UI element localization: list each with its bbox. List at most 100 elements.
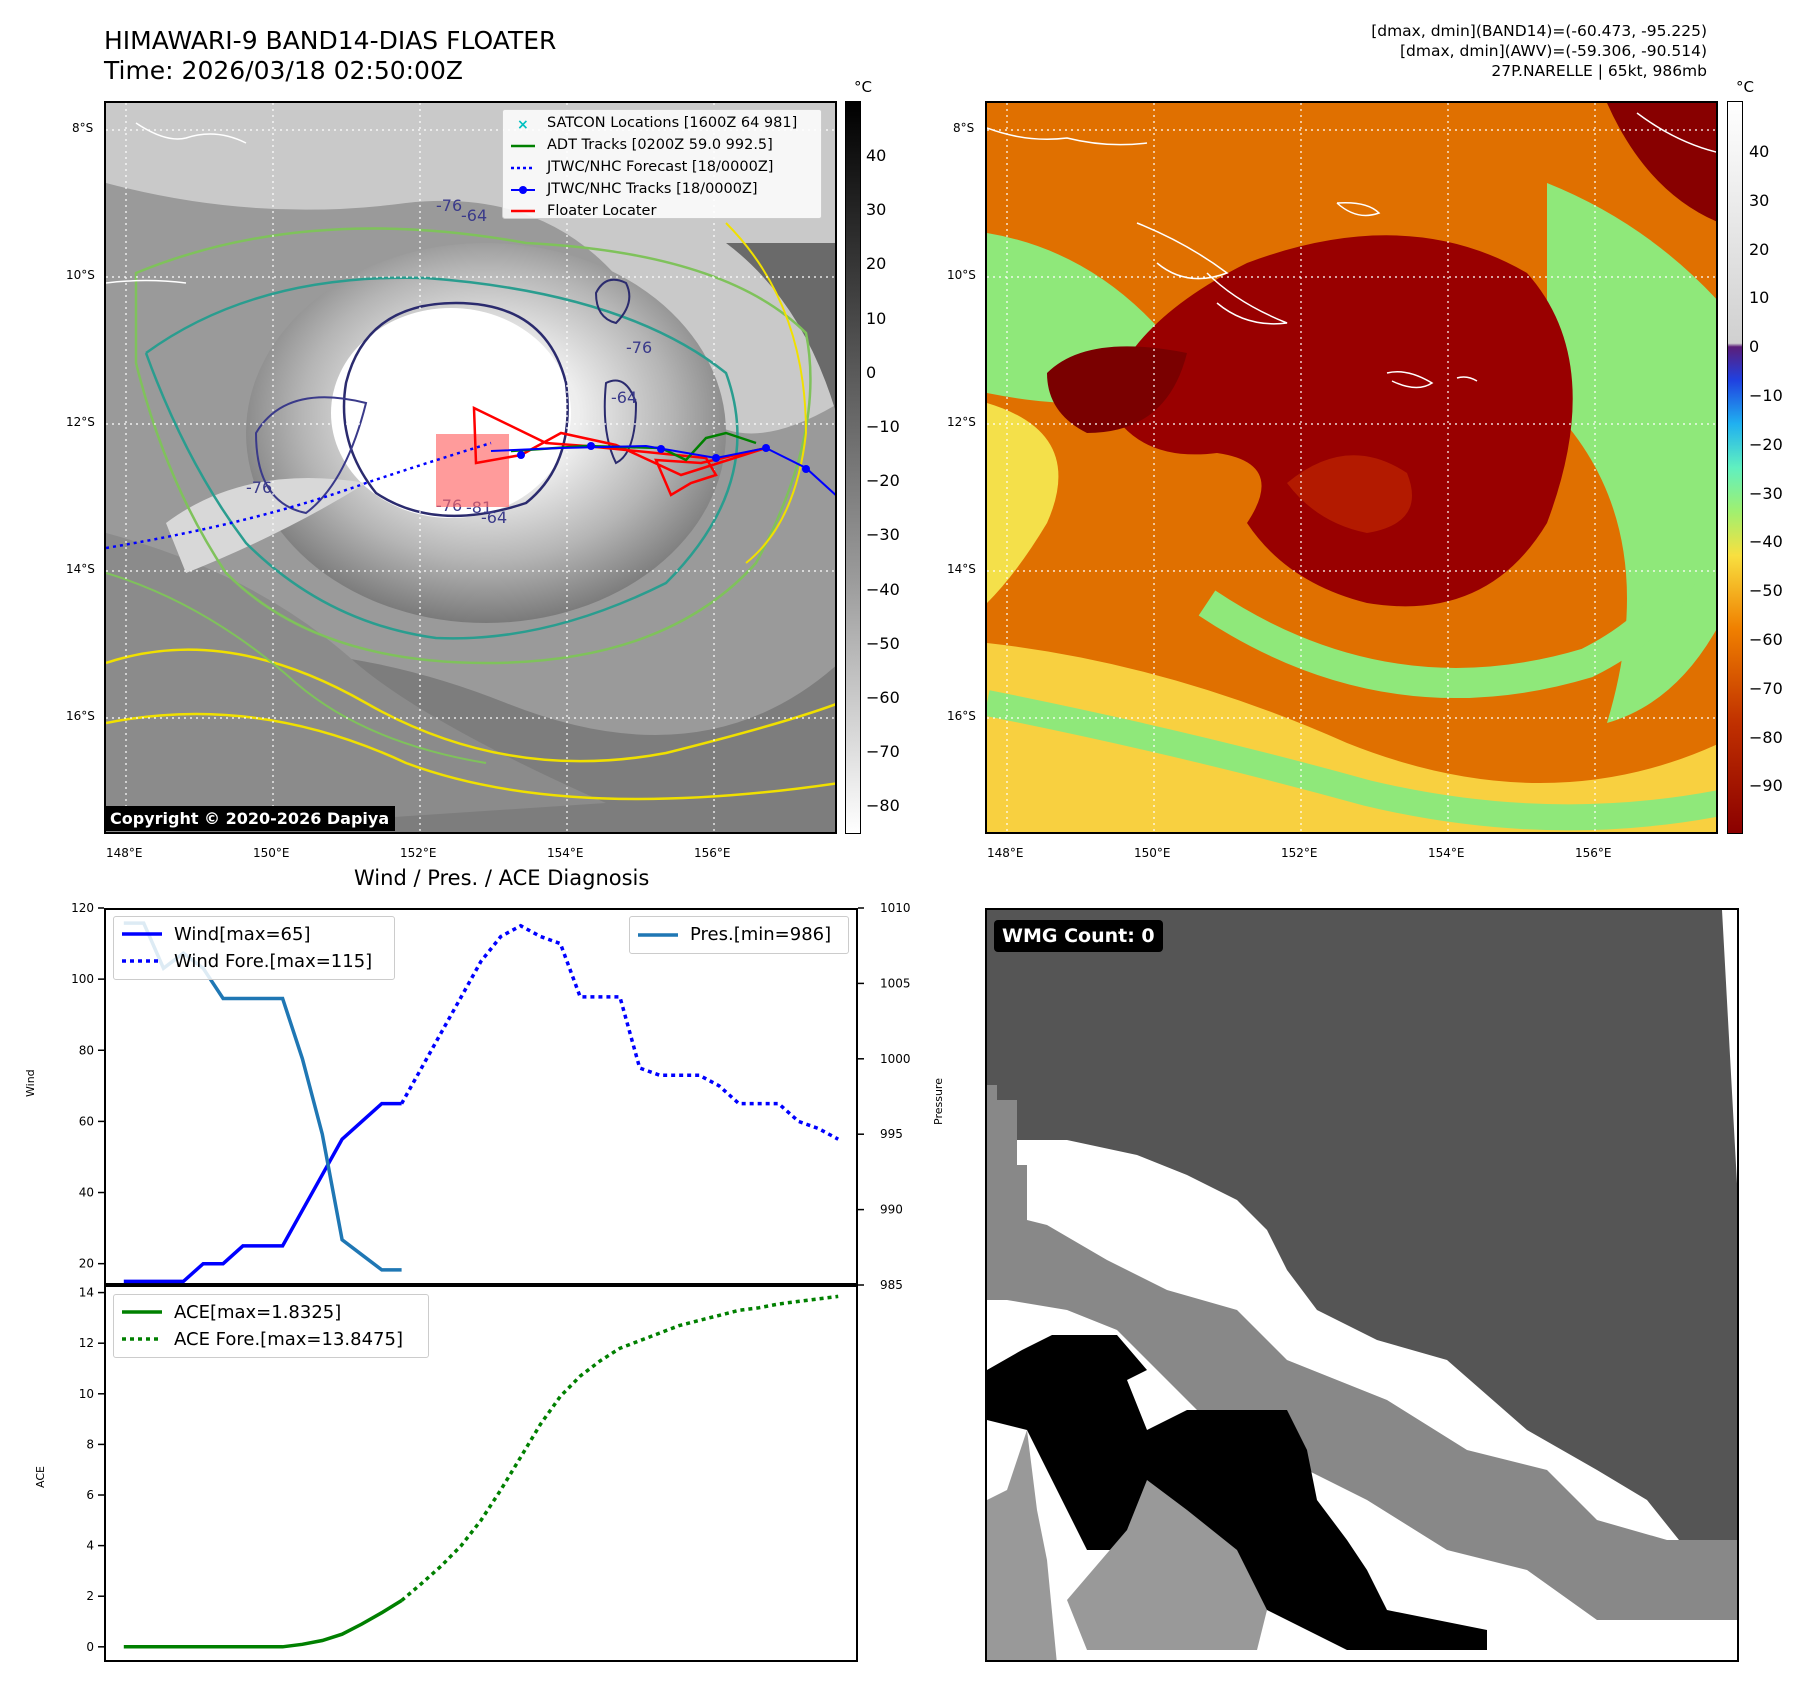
colorbar-tick-label: 30 xyxy=(866,200,887,220)
ace-chart: 0 2 4 6 8 10 12 14 xyxy=(79,1285,858,1662)
lat-label: 14°S xyxy=(947,562,976,576)
wmg-panel xyxy=(985,908,1739,1662)
colorbar-tick-label: −40 xyxy=(1749,532,1783,552)
legend-wind: Wind[max=65] xyxy=(174,924,311,945)
satcon-marker-icon: × xyxy=(517,117,529,133)
awv-map xyxy=(985,101,1718,834)
ace-legend: ACE[max=1.8325] ACE Fore.[max=13.8475] xyxy=(113,1294,429,1358)
colorbar-tick-label: 10 xyxy=(866,308,887,328)
map-legend: × SATCON Locations [1600Z 64 981] ADT Tr… xyxy=(502,109,822,219)
series-line xyxy=(400,1294,839,1602)
y-tick-label: 100 xyxy=(71,972,94,986)
colorbar-tick-label: 40 xyxy=(866,146,887,165)
lat-label: 14°S xyxy=(66,562,95,576)
y-tick-label: 80 xyxy=(79,1043,94,1057)
lon-label: 152°E xyxy=(400,846,437,860)
lat-label: 12°S xyxy=(947,415,976,429)
chart-frame xyxy=(104,908,858,1285)
colorbar-tick-label: −50 xyxy=(1749,581,1783,601)
legend-floater: Floater Locater xyxy=(547,203,657,219)
forecast-track xyxy=(106,441,492,550)
contour-label: -76 xyxy=(246,478,272,497)
contour-label: -64 xyxy=(461,206,487,225)
y-tick-label: 8 xyxy=(86,1437,94,1451)
wmg-count-badge: WMG Count: 0 xyxy=(994,920,1163,952)
y2-tick-label: 990 xyxy=(880,1203,903,1217)
stats-awv: [dmax, dmin](AWV)=(-59.306, -90.514) xyxy=(1400,42,1707,60)
band14-colorbar xyxy=(845,101,861,834)
lat-label: 10°S xyxy=(66,268,95,282)
colorbar-tick-label: −60 xyxy=(1749,630,1783,649)
series-line xyxy=(400,923,840,1141)
ace-axis-label: ACE xyxy=(34,1466,47,1488)
colorbar-tick-label: −60 xyxy=(866,688,900,707)
colorbar-unit: °C xyxy=(854,78,872,96)
y2-tick-label: 1005 xyxy=(880,976,911,990)
contour-label: -76 xyxy=(626,338,652,357)
lon-label: 152°E xyxy=(1281,846,1318,860)
y-tick-label: 0 xyxy=(86,1640,94,1654)
band14-map: -76 -81 -64 -76 -76 -64 -76 -64 × xyxy=(104,101,837,834)
lon-label: 154°E xyxy=(547,846,584,860)
pressure-legend: Pres.[min=986] xyxy=(629,916,849,954)
contour-label: -64 xyxy=(611,388,637,407)
colorbar-tick-label: 20 xyxy=(1749,239,1770,259)
y-tick-label: 120 xyxy=(71,901,94,915)
wmg-classification-map xyxy=(987,910,1737,1660)
colorbar-tick-label: 20 xyxy=(866,254,887,274)
legend-swatches: × xyxy=(511,117,535,213)
colorbar-tick-label: −50 xyxy=(866,633,900,653)
y-tick-label: 4 xyxy=(86,1539,94,1553)
legend-satcon: SATCON Locations [1600Z 64 981] xyxy=(547,115,798,131)
series-line xyxy=(123,1101,402,1284)
lat-label: 16°S xyxy=(947,709,976,723)
colorbar-tick-label: −10 xyxy=(866,417,900,436)
colorbar-tick-label: 0 xyxy=(1749,337,1760,357)
colorbar-tick-label: −80 xyxy=(866,796,900,816)
colorbar-tick-label: 0 xyxy=(866,362,877,382)
floater-locator xyxy=(472,405,767,497)
band14-imagery: -76 -81 -64 -76 -76 -64 -76 -64 xyxy=(106,103,835,832)
colorbar-tick-label: 10 xyxy=(1749,288,1770,308)
y2-tick-label: 1000 xyxy=(880,1052,911,1066)
legend-adt: ADT Tracks [0200Z 59.0 992.5] xyxy=(547,137,773,153)
lon-label: 150°E xyxy=(253,846,290,860)
wind-axis-label: Wind xyxy=(24,1069,37,1097)
chart-frame xyxy=(104,1285,858,1662)
colorbar-unit: °C xyxy=(1736,78,1754,96)
series-line xyxy=(123,1599,403,1649)
diagnosis-title: Wind / Pres. / ACE Diagnosis xyxy=(354,866,650,890)
colorbar-tick-label: −20 xyxy=(1749,434,1783,454)
lat-label: 10°S xyxy=(947,268,976,282)
legend-ace-forecast: ACE Fore.[max=13.8475] xyxy=(174,1329,403,1350)
lon-label: 148°E xyxy=(987,846,1024,860)
legend-wind-forecast: Wind Fore.[max=115] xyxy=(174,951,373,972)
lon-label: 154°E xyxy=(1428,846,1465,860)
stats-band14: [dmax, dmin](BAND14)=(-60.473, -95.225) xyxy=(1371,22,1707,40)
copyright-label: Copyright © 2020-2026 Dapiya xyxy=(104,806,396,831)
legend-pressure: Pres.[min=986] xyxy=(690,924,832,945)
y-tick-label: 10 xyxy=(79,1387,94,1401)
storm-info: 27P.NARELLE | 65kt, 986mb xyxy=(1491,62,1707,80)
y-tick-label: 20 xyxy=(79,1257,94,1271)
y-tick-label: 40 xyxy=(79,1186,94,1200)
colorbar-tick-label: 30 xyxy=(1749,190,1770,210)
y-tick-label: 6 xyxy=(86,1488,94,1502)
colorbar-tick-label: −70 xyxy=(866,742,900,762)
y-tick-label: 12 xyxy=(79,1336,94,1350)
colorbar-tick-label: 40 xyxy=(1749,142,1770,161)
chart-title: HIMAWARI-9 BAND14-DIAS FLOATER xyxy=(104,26,557,55)
y2-tick-label: 995 xyxy=(880,1127,903,1141)
lat-label: 8°S xyxy=(72,121,94,135)
floater-box xyxy=(436,434,509,507)
colorbar-tick-label: −70 xyxy=(1749,678,1783,698)
colorbar-tick-label: −40 xyxy=(866,579,900,599)
awv-imagery xyxy=(987,103,1716,832)
lat-label: 8°S xyxy=(953,121,975,135)
colorbar-tick-label: −90 xyxy=(1749,776,1783,796)
y-tick-label: 14 xyxy=(79,1286,94,1300)
colorbar-tick-label: −10 xyxy=(1749,386,1783,405)
wind-legend-swatches xyxy=(122,932,162,963)
legend-ace: ACE[max=1.8325] xyxy=(174,1302,342,1323)
adt-track xyxy=(510,431,757,462)
